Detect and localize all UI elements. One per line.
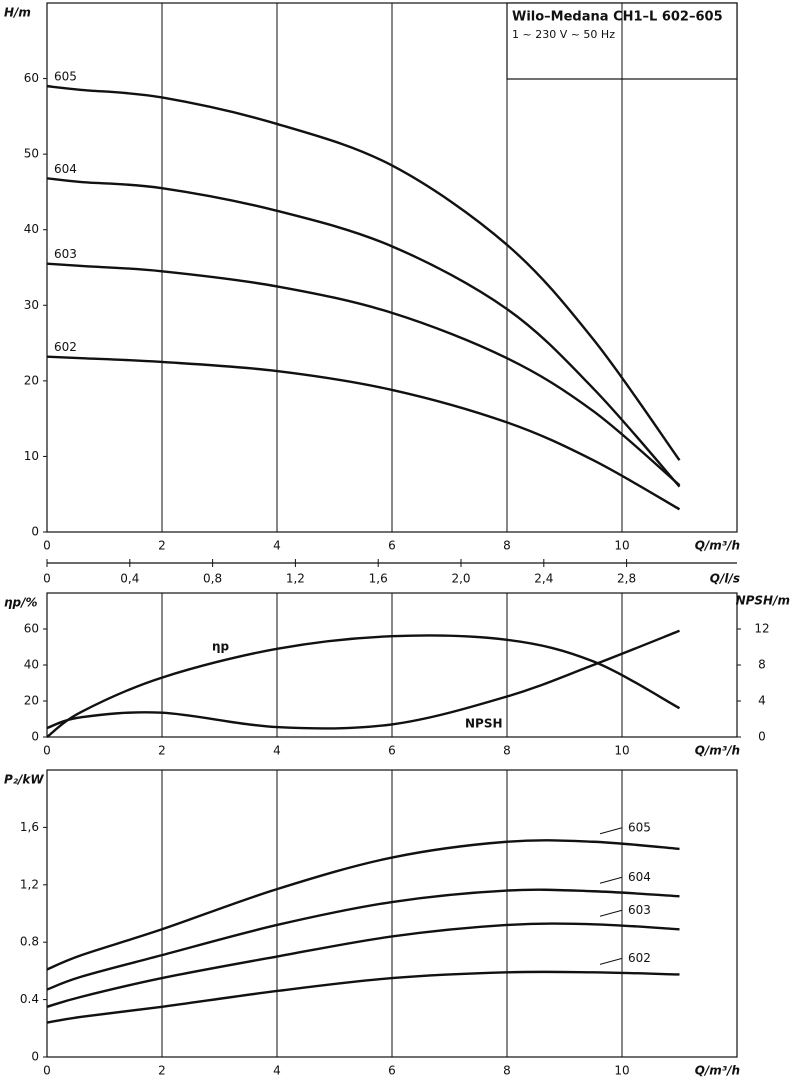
y-tick-label: 60 xyxy=(24,71,39,85)
curve-label: 602 xyxy=(54,340,77,354)
y-tick-label: 20 xyxy=(24,694,39,708)
x-tick-label: 0 xyxy=(43,539,51,553)
x-tick-label: 4 xyxy=(273,539,281,553)
y-tick-label: 1,2 xyxy=(20,877,39,891)
x-tick-label: 10 xyxy=(614,744,629,758)
curve-label: 603 xyxy=(54,247,77,261)
y-tick-label: 0 xyxy=(31,730,39,744)
x2-axis-label: Q/l/s xyxy=(710,572,740,586)
curve-label: 605 xyxy=(54,70,77,84)
x-tick-label: 0 xyxy=(43,1064,51,1078)
y2-axis-label: NPSH/m xyxy=(736,594,790,608)
curve xyxy=(46,634,681,738)
curve-label: 604 xyxy=(54,162,77,176)
y2-tick-label: 8 xyxy=(758,658,766,672)
chart-subtitle: 1 ~ 230 V ~ 50 Hz xyxy=(512,28,615,41)
x-tick-label: 4 xyxy=(273,1064,281,1078)
y2-tick-label: 0 xyxy=(758,730,766,744)
x-tick-label: 8 xyxy=(503,539,511,553)
curve xyxy=(46,629,680,730)
y-tick-label: 40 xyxy=(24,222,39,236)
x2-tick-label: 2,8 xyxy=(617,572,636,586)
y-tick-label: 0 xyxy=(31,1050,39,1064)
x-tick-label: 8 xyxy=(503,1064,511,1078)
x-tick-label: 10 xyxy=(614,1064,629,1078)
x-tick-label: 2 xyxy=(158,744,166,758)
y-tick-label: 60 xyxy=(24,622,39,636)
y-tick-label: 30 xyxy=(24,298,39,312)
curve-label: 602 xyxy=(628,951,651,965)
x-axis-label: Q/m³/h xyxy=(695,539,740,553)
curve xyxy=(46,355,681,511)
chart-title: Wilo–Medana CH1–L 602–605 xyxy=(512,10,723,25)
x-tick-label: 2 xyxy=(158,1064,166,1078)
y2-tick-label: 12 xyxy=(754,622,769,636)
x2-tick-label: 0 xyxy=(43,572,51,586)
y-tick-label: 1,6 xyxy=(20,820,39,834)
y-tick-label: 0.4 xyxy=(20,992,39,1006)
x2-tick-label: 2,0 xyxy=(451,572,470,586)
curve xyxy=(46,177,681,488)
y-axis-label: ηp/% xyxy=(4,596,38,610)
curve-label: 603 xyxy=(628,903,651,917)
curve-label: ηp xyxy=(212,640,230,654)
y-tick-label: 40 xyxy=(24,658,39,672)
x-tick-label: 4 xyxy=(273,744,281,758)
x2-tick-label: 2,4 xyxy=(534,572,553,586)
x2-tick-label: 1,2 xyxy=(286,572,305,586)
x-axis-label: Q/m³/h xyxy=(695,1064,740,1078)
x-tick-label: 6 xyxy=(388,744,396,758)
y-tick-label: 0 xyxy=(31,525,39,539)
x2-tick-label: 0,8 xyxy=(203,572,222,586)
y-tick-label: 10 xyxy=(24,449,39,463)
y-tick-label: 20 xyxy=(24,373,39,387)
curve xyxy=(46,262,681,487)
curve xyxy=(46,888,680,991)
curve xyxy=(46,922,680,1008)
curve xyxy=(46,839,680,971)
x2-tick-label: 1,6 xyxy=(369,572,388,586)
label-leader xyxy=(599,957,623,965)
y-axis-label: H/m xyxy=(4,6,31,20)
y-tick-label: 50 xyxy=(24,147,39,161)
x-tick-label: 0 xyxy=(43,744,51,758)
x-tick-label: 6 xyxy=(388,1064,396,1078)
label-leader xyxy=(599,876,623,884)
curve-label: 605 xyxy=(628,820,651,834)
x-tick-label: 6 xyxy=(388,539,396,553)
curve xyxy=(46,84,681,461)
label-leader xyxy=(599,827,623,835)
x-axis-label: Q/m³/h xyxy=(695,744,740,758)
x-tick-label: 8 xyxy=(503,744,511,758)
y-axis-label: P₂/kW xyxy=(4,773,44,787)
x2-tick-label: 0,4 xyxy=(120,572,139,586)
y2-tick-label: 4 xyxy=(758,694,766,708)
x-tick-label: 10 xyxy=(614,539,629,553)
y-tick-label: 0.8 xyxy=(20,935,39,949)
x-tick-label: 2 xyxy=(158,539,166,553)
curve xyxy=(46,970,680,1024)
curve-label: NPSH xyxy=(465,717,503,731)
curve-label: 604 xyxy=(628,870,651,884)
label-leader xyxy=(599,909,623,917)
